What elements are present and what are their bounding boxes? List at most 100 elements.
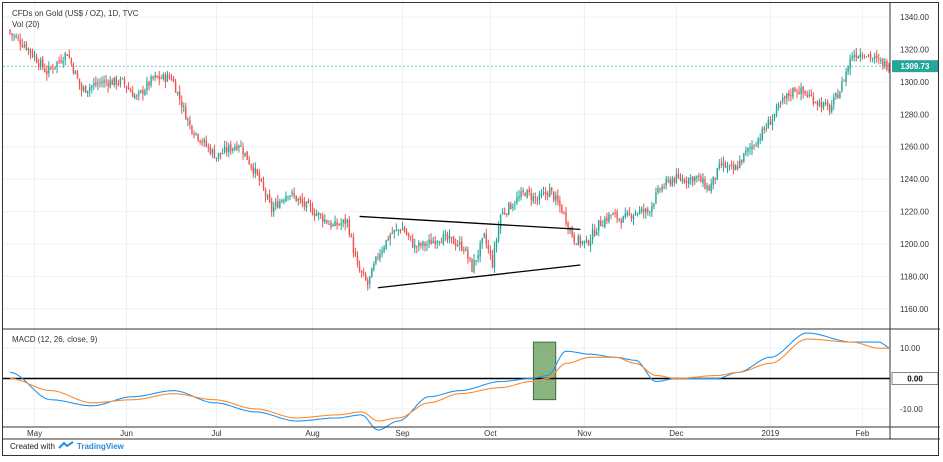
time-tick-label: May [27,429,42,438]
candle-body [465,248,467,251]
candle-body [11,33,13,36]
candle-body [205,140,207,147]
candle-body [450,236,453,238]
candle-body [716,168,718,180]
candle-body [31,51,34,57]
candle-body [516,197,518,204]
candle-body [105,80,107,82]
candle-body [428,239,430,243]
candle-body [608,214,610,222]
candle-body [508,202,510,215]
candle-body [561,205,563,213]
candle-body [718,164,721,169]
candle-body [268,194,271,202]
candle-body [281,200,283,203]
candle-body [837,94,839,99]
candle-body [442,234,445,245]
candle-body [119,78,122,85]
candle-body [156,75,158,78]
candle-body [865,56,868,58]
candle-body [113,77,115,85]
candle-body [172,79,175,82]
candle-body [610,214,612,216]
candle-body [710,183,712,192]
candle-body [794,88,796,92]
candle-body [107,82,109,87]
candle-body [499,214,502,229]
candle-body [777,104,780,108]
candle-body [95,82,97,85]
candle-body [649,211,651,213]
candle-body [861,55,864,57]
candle-body [379,253,381,259]
candle-body [757,138,759,146]
candle-body [818,101,821,106]
candle-body [189,120,191,125]
candle-body [800,87,802,94]
macd-zero-label: 0.00 [907,375,923,384]
candle-body [158,75,160,80]
candle-body [624,213,627,217]
signal-line [9,338,889,422]
candle-body [882,58,884,67]
candle-body [557,195,559,202]
candle-body [223,146,226,153]
candle-body [591,229,594,240]
candle-body [33,55,36,57]
candle-body [477,255,479,260]
macd-tick-label: 10.00 [900,344,921,353]
candle-body [52,68,54,70]
candle-body [242,147,244,155]
candle-body [708,185,710,191]
candle-body [604,218,606,227]
time-tick-label: Oct [484,429,497,438]
candle-body [283,199,285,202]
candle-body [142,89,144,95]
candle-body [806,95,808,97]
candle-body [62,61,64,64]
candle-body [667,179,669,181]
candle-body [532,195,535,202]
chart-frame: 1160.00 1180.00 1200.00 1220.00 1240.00 1260.… [2,2,940,456]
candle-body [219,152,222,155]
candle-body [211,149,214,154]
candle-body [407,233,410,237]
candle-body [501,211,504,215]
candle-body [456,244,459,246]
candle-body [405,231,408,235]
candle-body [48,66,50,74]
candle-body [835,93,837,97]
candle-body [489,250,492,255]
candle-body [743,153,745,162]
candle-body [571,227,573,237]
candle-body [78,78,81,85]
candle-body [35,56,38,63]
candle-body [657,187,659,193]
candle-body [626,212,629,216]
candle-body [802,86,804,93]
candle-body [747,148,749,152]
candle-body [853,55,855,58]
candle-body [845,71,847,83]
candle-body [645,208,647,213]
candle-body [479,243,481,257]
tradingview-brand[interactable]: TradingView [76,441,124,451]
candle-body [712,176,714,185]
candle-body [103,80,105,83]
candle-body [675,174,678,183]
candle-body [833,97,835,105]
time-tick-label: Feb [856,429,870,438]
candle-body [867,54,870,56]
candle-body [655,192,657,204]
volume-legend: Vol (20) [12,20,40,29]
candle-body [755,145,757,147]
candle-body [432,241,434,244]
candle-body [503,213,506,215]
price-tick-label: 1300.00 [900,78,929,87]
candle-body [769,121,772,125]
candle-body [221,153,224,155]
candle-body [528,189,530,193]
candle-body [279,201,281,208]
candle-body [481,237,483,244]
price-tick-label: 1180.00 [900,272,929,281]
